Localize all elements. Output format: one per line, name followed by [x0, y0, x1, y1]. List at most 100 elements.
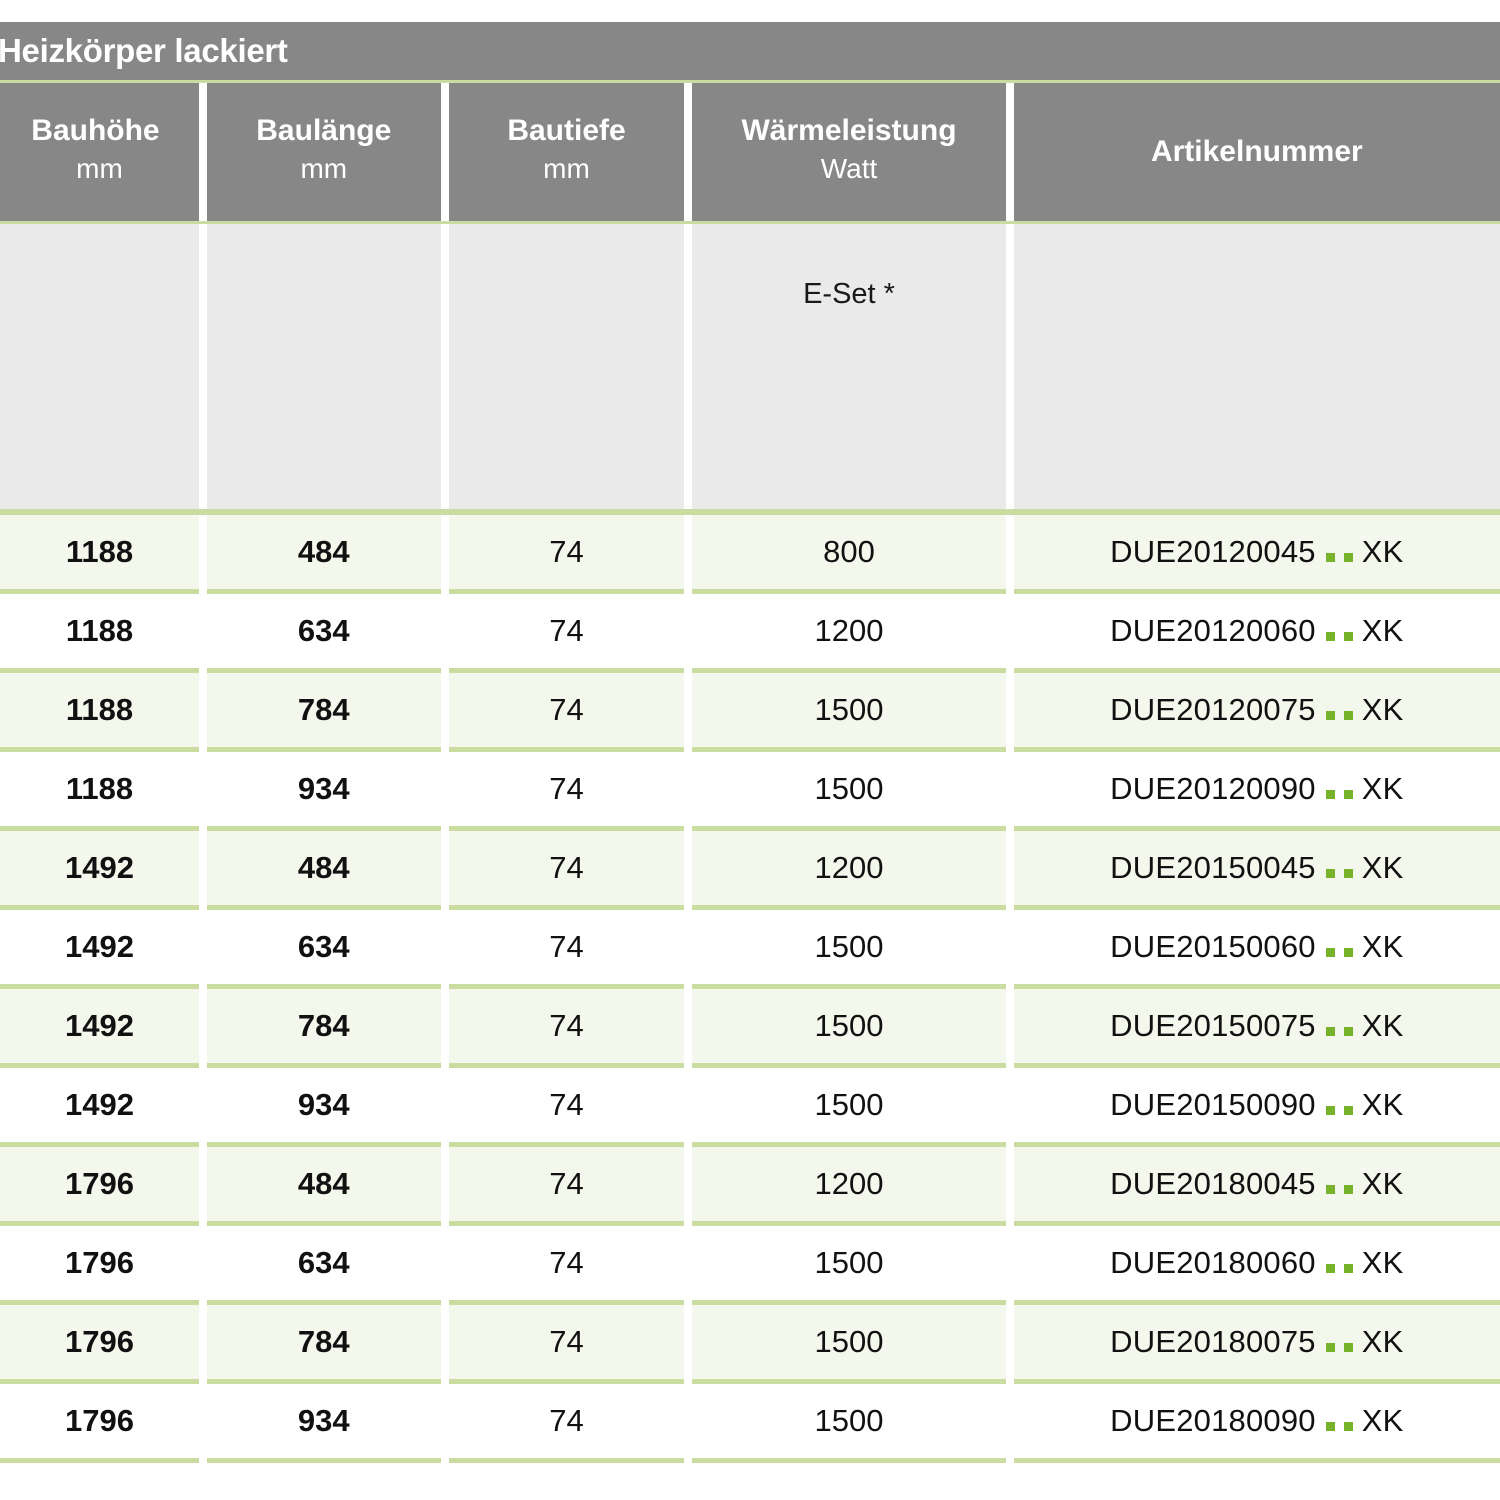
column-gutter	[198, 83, 207, 221]
article-number-placeholder-dots	[1325, 1185, 1353, 1197]
cell-bauhoehe-value: 1492	[64, 850, 134, 885]
placeholder-dot-icon	[1325, 632, 1335, 641]
column-header-bautiefe: Bautiefe mm	[448, 83, 685, 221]
cell-bauhoehe-value: 1796	[64, 1245, 134, 1280]
column-header-unit: mm	[300, 152, 348, 184]
cell-baulaenge-value: 484	[297, 850, 350, 885]
cell-bautiefe: 74	[448, 989, 685, 1063]
column-header-label: Artikelnummer	[1150, 135, 1363, 169]
row-divider	[0, 1458, 1500, 1463]
cell-bautiefe: 74	[448, 1226, 685, 1300]
column-gutter	[198, 515, 207, 589]
table-row: 1188 484 74 800 DUE20120045 XK	[0, 515, 1500, 589]
divider-gutter	[684, 1458, 693, 1463]
column-gutter	[440, 673, 449, 747]
column-header-bauhoehe: Bauhöhe mm	[0, 83, 199, 221]
article-number-suffix: XK	[1361, 1008, 1404, 1043]
article-number-suffix: XK	[1361, 1324, 1404, 1359]
article-number-suffix: XK	[1361, 613, 1404, 648]
column-gutter	[684, 1305, 693, 1379]
article-number: DUE20120060 XK	[1110, 613, 1403, 649]
column-header-unit: mm	[76, 152, 123, 184]
column-gutter	[440, 910, 449, 984]
row-divider	[0, 1379, 1500, 1384]
divider-gutter	[1005, 1221, 1014, 1226]
cell-waermeleistung: 800	[692, 515, 1006, 589]
row-divider	[0, 984, 1500, 989]
divider-gutter	[440, 1221, 449, 1226]
placeholder-dot-icon	[1325, 1185, 1335, 1194]
article-number-placeholder-dots	[1325, 553, 1353, 565]
cell-artikelnummer: DUE20120060 XK	[1013, 594, 1500, 668]
column-gutter	[198, 594, 207, 668]
cell-baulaenge: 784	[206, 1305, 441, 1379]
cell-baulaenge-value: 484	[297, 534, 350, 569]
article-number-prefix: DUE20150045	[1110, 850, 1316, 885]
divider-gutter	[1005, 668, 1014, 673]
row-divider	[0, 668, 1500, 673]
divider-gutter	[684, 747, 693, 752]
divider-gutter	[684, 1063, 693, 1068]
article-number: DUE20120090 XK	[1110, 771, 1403, 807]
cell-bautiefe: 74	[448, 752, 685, 826]
divider-gutter	[684, 1379, 693, 1384]
cell-waermeleistung: 1500	[692, 1384, 1006, 1458]
cell-baulaenge-value: 634	[297, 1245, 350, 1280]
column-gutter	[440, 1305, 449, 1379]
divider-gutter	[684, 826, 693, 831]
subheader-cell-bautiefe	[448, 224, 685, 509]
divider-gutter	[198, 668, 207, 673]
subheader-cell-waermeleistung: E-Set *	[692, 224, 1006, 509]
column-gutter	[1005, 1226, 1014, 1300]
cell-bautiefe: 74	[448, 1147, 685, 1221]
cell-bautiefe-value: 74	[549, 613, 584, 648]
cell-bauhoehe: 1796	[0, 1305, 199, 1379]
cell-bauhoehe-value: 1492	[64, 1087, 134, 1122]
article-number-suffix: XK	[1361, 1087, 1404, 1122]
placeholder-dot-icon	[1343, 869, 1353, 878]
divider-gutter	[440, 1300, 449, 1305]
row-divider	[0, 747, 1500, 752]
cell-waermeleistung: 1200	[692, 831, 1006, 905]
cell-bauhoehe: 1796	[0, 1226, 199, 1300]
divider-gutter	[198, 1458, 207, 1463]
column-header-waermeleistung: Wärmeleistung Watt	[692, 83, 1006, 221]
table-title-bar: Heizkörper lackiert	[0, 22, 1500, 80]
column-gutter	[440, 1226, 449, 1300]
column-gutter	[440, 752, 449, 826]
cell-bautiefe: 74	[448, 1305, 685, 1379]
article-number-placeholder-dots	[1325, 1422, 1353, 1434]
article-number-suffix: XK	[1361, 771, 1404, 806]
column-gutter	[1005, 752, 1014, 826]
column-gutter	[440, 515, 449, 589]
article-number-placeholder-dots	[1325, 632, 1353, 644]
cell-waermeleistung-value: 1500	[814, 692, 884, 727]
divider-gutter	[198, 747, 207, 752]
column-gutter	[684, 83, 693, 221]
column-header-label: Bautiefe	[507, 114, 626, 148]
column-gutter	[684, 594, 693, 668]
column-gutter	[1005, 83, 1014, 221]
column-gutter	[1005, 673, 1014, 747]
column-header-unit: mm	[543, 152, 590, 184]
placeholder-dot-icon	[1343, 1106, 1353, 1115]
cell-waermeleistung-value: 1200	[814, 1166, 884, 1201]
subheader-bottom-divider	[0, 509, 1500, 515]
article-number-placeholder-dots	[1325, 1106, 1353, 1118]
column-gutter	[198, 673, 207, 747]
cell-bauhoehe-value: 1188	[65, 613, 134, 648]
column-gutter	[198, 989, 207, 1063]
divider-gutter	[684, 668, 693, 673]
column-gutter	[684, 831, 693, 905]
divider-gutter	[198, 1379, 207, 1384]
divider-segment	[207, 1458, 441, 1463]
table-row: 1188 634 74 1200 DUE20120060 XK	[0, 594, 1500, 668]
cell-baulaenge: 934	[206, 1068, 441, 1142]
placeholder-dot-icon	[1325, 1027, 1335, 1036]
cell-waermeleistung: 1500	[692, 673, 1006, 747]
column-gutter	[198, 752, 207, 826]
top-white-strip	[0, 0, 1500, 22]
cell-bauhoehe: 1188	[0, 673, 199, 747]
cell-bautiefe-value: 74	[549, 1087, 584, 1122]
column-header-label: Bauhöhe	[31, 114, 160, 148]
